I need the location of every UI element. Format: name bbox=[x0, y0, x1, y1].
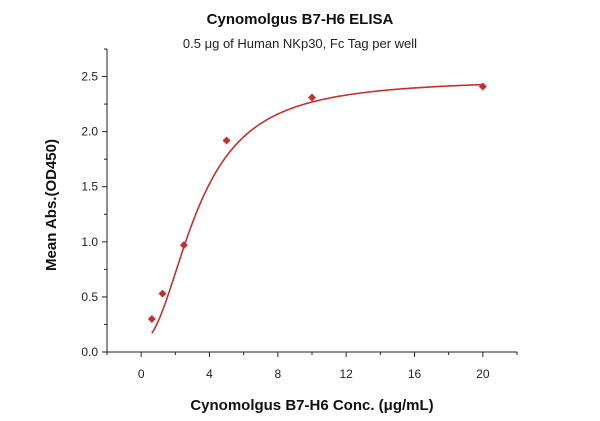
y-tick-label: 0.0 bbox=[81, 345, 98, 359]
y-axis-ticks: 0.0 0.5 1.0 1.5 2.0 2.5 bbox=[81, 48, 107, 359]
chart-subtitle: 0.5 μg of Human NKp30, Fc Tag per well bbox=[183, 36, 417, 51]
y-tick-label: 2.0 bbox=[81, 125, 98, 139]
data-point bbox=[179, 241, 188, 250]
x-tick-label: 4 bbox=[206, 367, 213, 381]
x-tick-label: 8 bbox=[274, 367, 281, 381]
data-point bbox=[478, 82, 487, 91]
fit-curve bbox=[151, 83, 483, 334]
data-point bbox=[158, 289, 167, 298]
y-axis-label: Mean Abs.(OD450) bbox=[43, 139, 60, 271]
x-tick-label: 0 bbox=[138, 367, 145, 381]
x-tick-label: 20 bbox=[476, 367, 490, 381]
data-point bbox=[308, 93, 316, 102]
y-tick-label: 1.0 bbox=[81, 235, 98, 249]
x-tick-label: 12 bbox=[339, 367, 353, 381]
y-tick-label: 2.5 bbox=[81, 70, 98, 84]
y-tick-label: 1.5 bbox=[81, 180, 98, 194]
x-axis-label: Cynomolgus B7-H6 Conc. (μg/mL) bbox=[190, 397, 433, 414]
chart-title: Cynomolgus B7-H6 ELISA bbox=[207, 11, 394, 28]
x-axis-ticks: 0 4 8 12 16 20 bbox=[106, 352, 518, 381]
data-point bbox=[147, 314, 156, 323]
x-tick-label: 16 bbox=[408, 367, 422, 381]
data-points bbox=[147, 82, 487, 323]
data-point bbox=[222, 136, 231, 145]
y-tick-label: 0.5 bbox=[81, 290, 98, 304]
